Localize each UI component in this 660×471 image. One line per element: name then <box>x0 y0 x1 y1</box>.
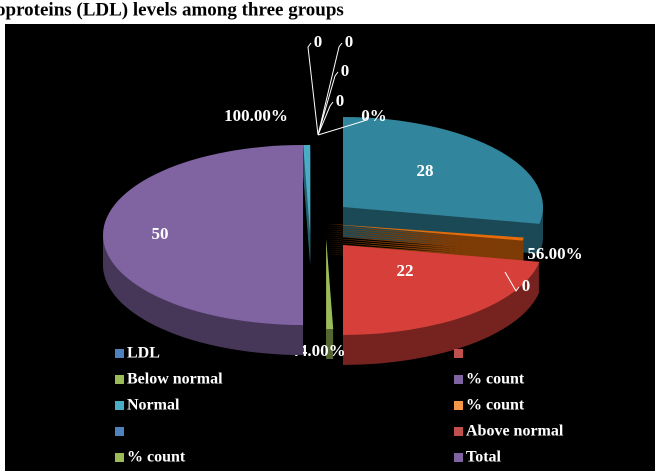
chart-title: oproteins (LDL) levels among three group… <box>0 0 344 20</box>
data-label: 0 <box>522 276 531 295</box>
legend-marker <box>115 401 124 410</box>
percent-slice-side <box>326 233 524 251</box>
legend-label: Above normal <box>466 423 564 440</box>
data-label: 100.00% <box>224 106 288 125</box>
leader-line <box>317 42 343 136</box>
data-label: 22 <box>397 261 414 280</box>
legend-label: % count <box>127 449 186 466</box>
percent-slice-side <box>326 241 524 259</box>
data-label: 44.00% <box>290 341 345 360</box>
percent-slice <box>326 239 334 329</box>
slice <box>103 145 303 325</box>
percent-slice-side <box>326 235 524 253</box>
legend-marker <box>454 427 463 436</box>
data-label: 0 <box>336 91 345 110</box>
percent-slice-side <box>326 239 524 257</box>
percent-slice-side <box>326 225 524 243</box>
legend-label: % count <box>466 397 525 414</box>
legend-label: % count <box>466 371 525 388</box>
leader-line <box>317 71 339 136</box>
leader-line <box>504 271 520 292</box>
data-label: 0 <box>345 32 354 51</box>
legend-label: Normal <box>127 397 180 414</box>
slice <box>343 117 543 224</box>
legend-marker <box>115 349 124 358</box>
legend-label: Below normal <box>127 371 223 388</box>
leader-line <box>307 42 319 136</box>
legend-marker <box>115 375 124 384</box>
percent-slice-side <box>326 237 524 255</box>
slice <box>343 245 540 335</box>
percent-slice-side <box>326 231 524 249</box>
leader-line <box>317 101 334 136</box>
legend-label: Total <box>466 449 502 466</box>
legend-label: LDL <box>127 345 160 362</box>
percent-slice <box>326 223 524 241</box>
legend-marker <box>454 349 463 358</box>
percent-slice <box>303 145 311 235</box>
legend-marker <box>454 401 463 410</box>
legend-marker <box>115 453 124 462</box>
data-label: 56.00% <box>527 244 582 263</box>
data-label: 28 <box>417 161 434 180</box>
percent-slice-side <box>326 227 524 245</box>
leader-line <box>317 116 368 136</box>
data-label: 0 <box>314 32 323 51</box>
data-label: 50 <box>152 224 169 243</box>
legend-marker <box>454 453 463 462</box>
data-label: 0 <box>341 61 350 80</box>
data-label: 0% <box>361 106 387 125</box>
legend-marker <box>115 427 124 436</box>
legend-marker <box>454 375 463 384</box>
percent-slice-side <box>326 229 524 247</box>
